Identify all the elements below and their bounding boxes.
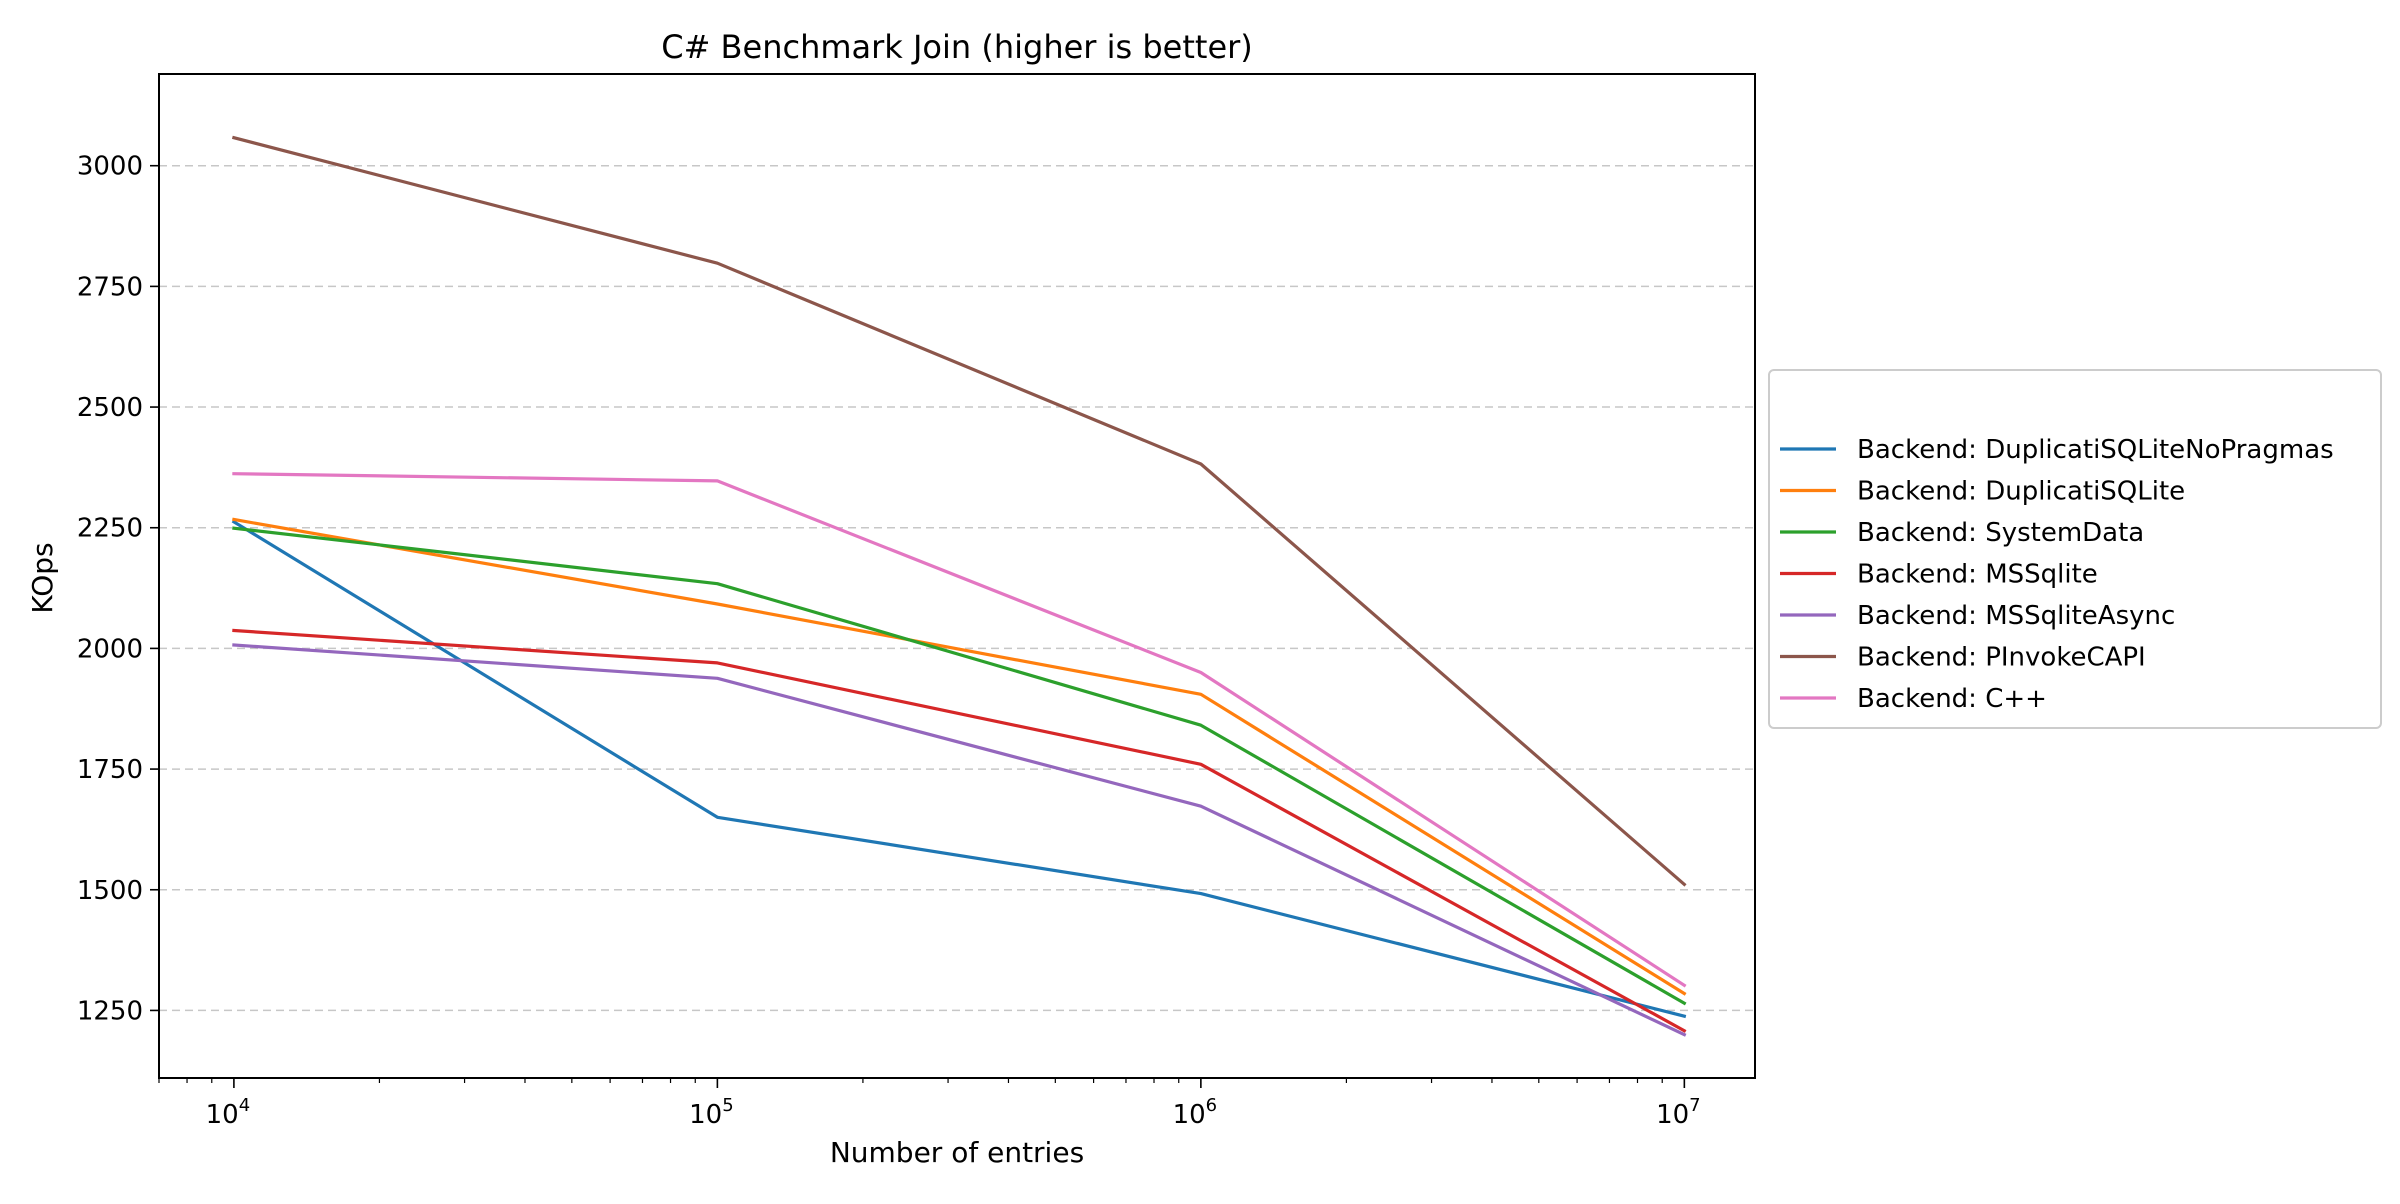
y-tick-label: 1250 bbox=[77, 996, 143, 1026]
x-tick-base: 10 bbox=[1656, 1100, 1689, 1130]
legend-items: Backend: DuplicatiSQLiteNoPragmas Backend… bbox=[1780, 435, 2334, 714]
plot-frame bbox=[158, 73, 1756, 1079]
x-tick-label: 106 bbox=[1173, 1095, 1218, 1130]
x-tick-base: 10 bbox=[206, 1100, 239, 1130]
legend-label: Backend: DuplicatiSQLite bbox=[1857, 477, 2185, 507]
y-tick-label: 1750 bbox=[77, 755, 143, 785]
y-tick-label: 1500 bbox=[77, 876, 143, 906]
legend-label: Backend: MSSqliteAsync bbox=[1857, 601, 2175, 631]
series-line-1 bbox=[232, 517, 1687, 996]
x-tick-label: 107 bbox=[1656, 1095, 1701, 1130]
y-tick-label: 3000 bbox=[77, 152, 143, 182]
series-lines bbox=[231, 135, 1687, 1037]
x-tick-exponent: 4 bbox=[239, 1095, 250, 1116]
series-line-5 bbox=[231, 135, 1687, 887]
series-line-2 bbox=[232, 526, 1687, 1006]
legend-label: Backend: DuplicatiSQLiteNoPragmas bbox=[1857, 435, 2334, 465]
x-axis-ticks: 104 105 106 107 bbox=[158, 1078, 1701, 1130]
series-line-4 bbox=[232, 643, 1687, 1037]
legend: Backend: DuplicatiSQLiteNoPragmas Backend… bbox=[1768, 369, 2382, 729]
x-axis-label: Number of entries bbox=[830, 1136, 1084, 1169]
y-tick-label: 2750 bbox=[77, 272, 143, 302]
y-tick-label: 2000 bbox=[77, 634, 143, 664]
legend-frame bbox=[1768, 369, 2382, 729]
series-line-6 bbox=[232, 472, 1687, 988]
legend-label: Backend: PInvokeCAPI bbox=[1857, 643, 2146, 673]
x-tick-exponent: 6 bbox=[1206, 1095, 1217, 1116]
grid-lines bbox=[159, 164, 1755, 1012]
x-tick-label: 104 bbox=[206, 1095, 251, 1130]
y-axis-label: KOps bbox=[26, 542, 59, 613]
chart-title: C# Benchmark Join (higher is better) bbox=[661, 28, 1253, 66]
y-tick-label: 2500 bbox=[77, 393, 143, 423]
x-tick-label: 105 bbox=[689, 1095, 734, 1130]
legend-label: Backend: C++ bbox=[1857, 684, 2047, 714]
y-axis-ticks: 1250 1500 1750 2000 2250 2500 2750 3000 bbox=[77, 152, 159, 1026]
y-tick-label: 2250 bbox=[77, 514, 143, 544]
legend-label: Backend: MSSqlite bbox=[1857, 560, 2098, 590]
x-tick-exponent: 7 bbox=[1689, 1095, 1700, 1116]
legend-label: Backend: SystemData bbox=[1857, 518, 2144, 548]
x-tick-exponent: 5 bbox=[722, 1095, 733, 1116]
series-line-0 bbox=[231, 519, 1687, 1019]
x-tick-base: 10 bbox=[689, 1100, 722, 1130]
series-line-3 bbox=[232, 628, 1687, 1033]
x-tick-base: 10 bbox=[1173, 1100, 1206, 1130]
